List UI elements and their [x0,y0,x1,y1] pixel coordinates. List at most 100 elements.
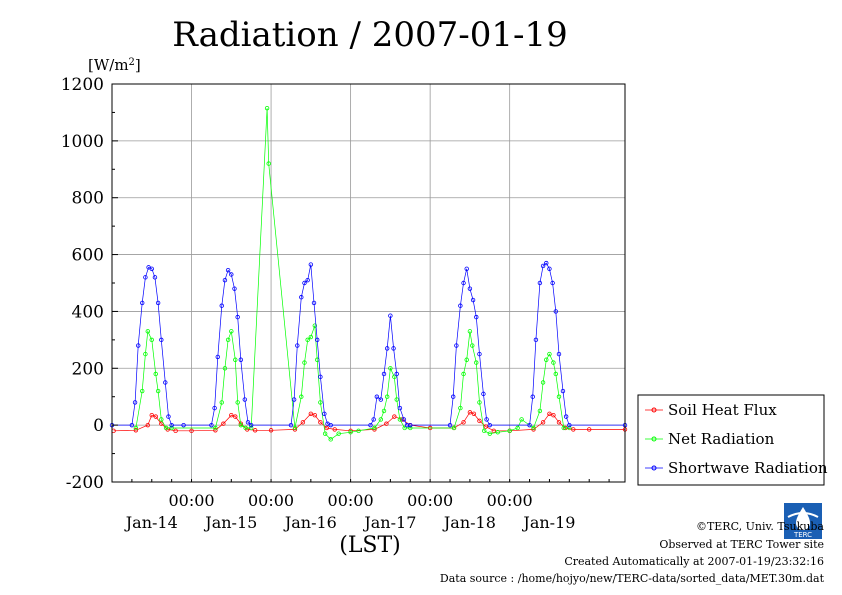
data-point [159,421,164,426]
data-point [461,420,466,425]
data-point [149,266,154,271]
data-point [288,422,294,428]
data-point [140,388,145,394]
data-point [308,334,314,340]
series-net-radiation [133,105,572,442]
data-point [547,351,552,357]
data-point [553,371,559,377]
data-point [458,405,463,411]
y-tick-label: 0 [93,416,104,436]
y-tick-label: 600 [72,246,104,266]
legend-entry: Shortwave Radiation [668,459,828,477]
data-point [149,412,154,418]
data-point [145,422,150,428]
x-time-tick-label: 00:00 [248,491,294,510]
data-point [235,314,240,320]
data-point [155,300,161,306]
data-point [238,422,244,428]
data-point [567,425,572,431]
data-point [388,313,393,318]
chart-title: Radiation / 2007-01-19 [172,15,568,55]
data-point [551,412,556,418]
data-point [550,280,555,286]
data-point [487,422,492,428]
data-point [464,266,469,271]
data-point [219,303,224,308]
data-point [213,425,218,431]
data-point [136,343,141,348]
data-point [556,351,562,357]
data-point [133,425,139,431]
data-point [378,417,384,422]
data-point [458,303,463,308]
data-point [153,414,158,419]
data-point [152,275,158,280]
data-point [384,421,389,426]
data-point [166,414,171,419]
data-point [299,394,304,399]
data-point [491,428,496,434]
data-point [447,422,453,428]
data-point [537,408,543,414]
data-point [467,286,473,291]
data-point [567,422,572,428]
legend-entry: Soil Heat Flux [668,401,777,419]
data-point [547,411,552,416]
y-tick-label: 1200 [61,75,104,95]
data-point [232,286,237,291]
data-point [392,374,397,380]
data-point [169,425,174,431]
legend-marker [651,465,657,471]
terc-logo-icon: TERC [784,503,822,539]
series-line [135,108,570,440]
x-time-tick-label: 00:00 [328,491,374,510]
y-tick-label: 800 [72,189,104,209]
data-point [324,425,329,431]
data-point [215,354,220,360]
data-point [495,430,500,435]
data-point [471,411,477,416]
data-point [553,309,559,314]
data-point [408,422,413,428]
data-point [507,428,512,434]
x-date-label: Jan-15 [203,513,257,532]
y-tick-label: 1000 [61,132,104,152]
data-point [305,337,310,343]
data-point [587,427,592,432]
data-point [388,366,393,371]
data-point [189,428,194,434]
data-point [248,425,254,431]
data-point [302,360,307,365]
data-point [540,420,546,425]
data-point [140,300,145,306]
data-point [477,351,482,357]
data-point [384,394,390,399]
data-point [563,414,569,419]
data-point [481,391,486,397]
x-date-label: Jan-14 [124,513,178,532]
data-point [229,412,234,418]
data-point [242,397,248,402]
data-point [163,380,168,385]
data-point [153,371,158,377]
data-point [318,374,323,380]
data-point [149,337,154,343]
x-time-tick-label: 00:00 [407,491,453,510]
data-point [551,360,556,365]
data-point [560,388,566,394]
logo-text: TERC [793,531,812,539]
data-point [461,280,466,286]
y-axis: -200 0 200 400 600 800 1000 1200 [61,75,118,493]
data-point [533,337,539,343]
data-point [530,394,535,399]
data-point [181,422,186,428]
data-point [143,351,148,357]
data-point [328,437,333,442]
data-point [556,394,562,399]
x-date-label: Jan-19 [521,513,575,532]
x-time-tick-label: 00:00 [487,491,533,510]
data-point [145,329,150,334]
data-point [291,397,297,402]
legend: Soil Heat Flux Net Radiation Shortwave Rad… [637,394,828,486]
